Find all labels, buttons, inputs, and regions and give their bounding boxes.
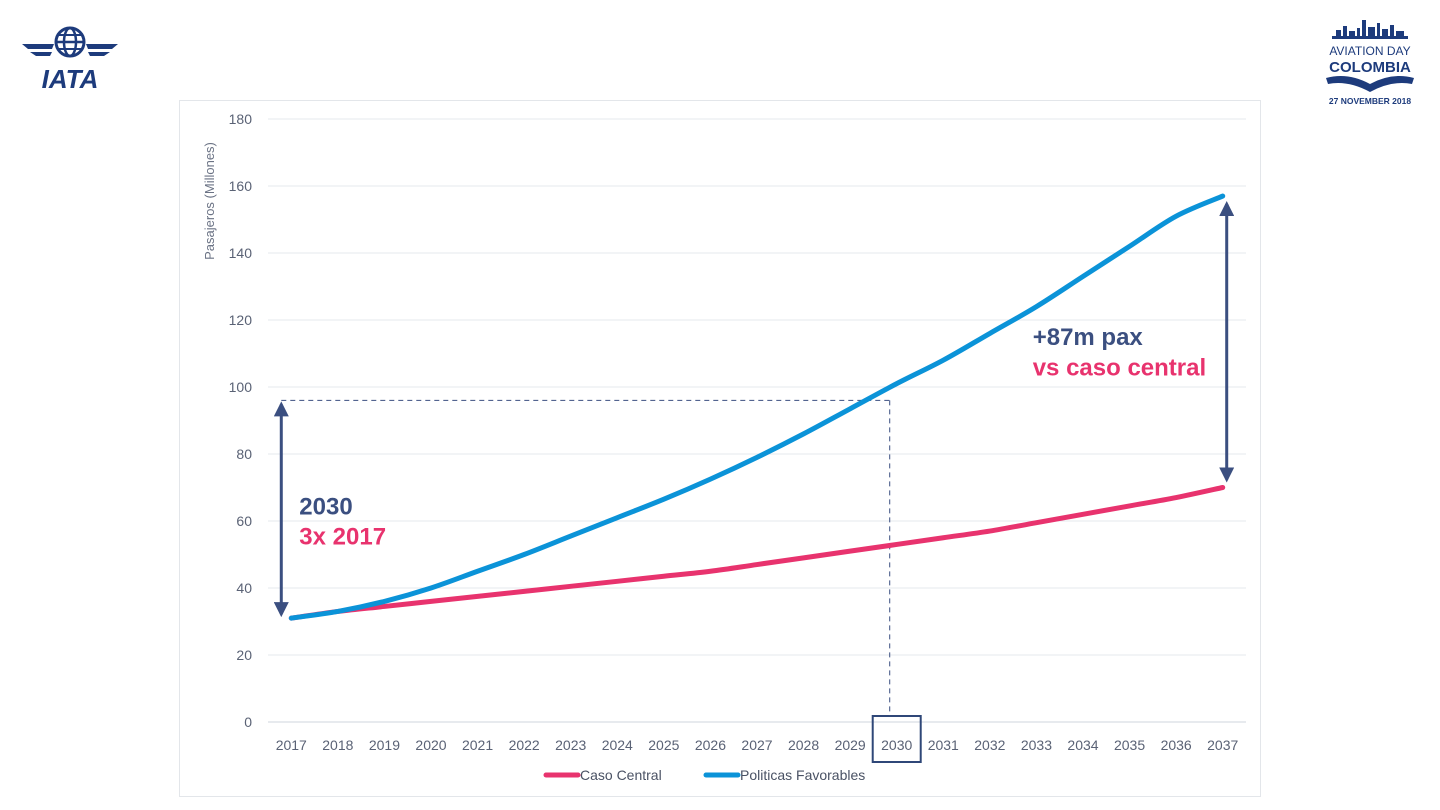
y-tick-label: 0 — [244, 714, 252, 730]
legend-label: Politicas Favorables — [740, 767, 865, 783]
x-tick-label: 2018 — [322, 737, 353, 753]
x-tick-label: 2034 — [1067, 737, 1098, 753]
y-tick-label: 180 — [229, 111, 253, 127]
event-line1: AVIATION DAY — [1329, 44, 1410, 58]
x-tick-label: 2033 — [1021, 737, 1052, 753]
y-tick-label: 120 — [229, 312, 253, 328]
x-tick-label: 2017 — [276, 737, 307, 753]
x-tick-label: 2027 — [741, 737, 772, 753]
y-tick-label: 40 — [236, 580, 252, 596]
aviation-day-logo: AVIATION DAY COLOMBIA 27 NOVEMBER 2018 — [1326, 20, 1414, 106]
y-tick-label: 20 — [236, 647, 252, 663]
legend: Caso Central Politicas Favorables — [543, 767, 865, 783]
x-tick-label: 2035 — [1114, 737, 1145, 753]
annotation-2030-title: 2030 — [299, 493, 352, 520]
x-tick-label: 2021 — [462, 737, 493, 753]
x-tick-label: 2020 — [415, 737, 446, 753]
x-tick-label: 2030 — [881, 737, 912, 753]
iata-logo: IATA — [22, 26, 118, 92]
x-tick-label: 2023 — [555, 737, 586, 753]
x-tick-label: 2031 — [928, 737, 959, 753]
y-tick-label: 80 — [236, 446, 252, 462]
iata-wordmark: IATA — [42, 64, 99, 92]
annotation-2030-subtitle: 3x 2017 — [299, 523, 386, 550]
series-line-caso-central — [288, 485, 1226, 621]
iata-globe-wings-icon — [22, 26, 118, 58]
highlight-2030-box — [871, 715, 922, 763]
series-line-politicas-favorables — [288, 193, 1226, 621]
x-tick-label: 2019 — [369, 737, 400, 753]
x-tick-label: 2029 — [835, 737, 866, 753]
x-tick-label: 2037 — [1207, 737, 1238, 753]
event-line2: COLOMBIA — [1329, 59, 1411, 76]
x-tick-label: 2022 — [509, 737, 540, 753]
city-skyline-icon — [1332, 20, 1408, 39]
x-tick-label: 2026 — [695, 737, 726, 753]
x-tick-label: 2025 — [648, 737, 679, 753]
legend-label: Caso Central — [580, 767, 662, 783]
annotation-2037-subtitle: vs caso central — [1033, 354, 1206, 381]
y-tick-label: 100 — [229, 379, 253, 395]
chart-frame: 0 20 40 60 80 100 120 140 160 180 2017 2018 2019 202… — [179, 100, 1261, 797]
event-date: 27 NOVEMBER 2018 — [1329, 96, 1411, 106]
x-tick-label: 2028 — [788, 737, 819, 753]
y-axis-label: Pasajeros (Millones) — [202, 142, 217, 260]
foliage-decoration — [1326, 76, 1414, 92]
y-tick-label: 160 — [229, 178, 253, 194]
x-tick-label: 2032 — [974, 737, 1005, 753]
y-tick-label: 60 — [236, 513, 252, 529]
x-tick-label: 2036 — [1161, 737, 1192, 753]
annotation-2037-title: +87m pax — [1033, 324, 1144, 351]
x-tick-label: 2024 — [602, 737, 633, 753]
passenger-forecast-chart: 0 20 40 60 80 100 120 140 160 180 2017 2018 2019 202… — [202, 111, 1246, 783]
y-tick-label: 140 — [229, 245, 253, 261]
